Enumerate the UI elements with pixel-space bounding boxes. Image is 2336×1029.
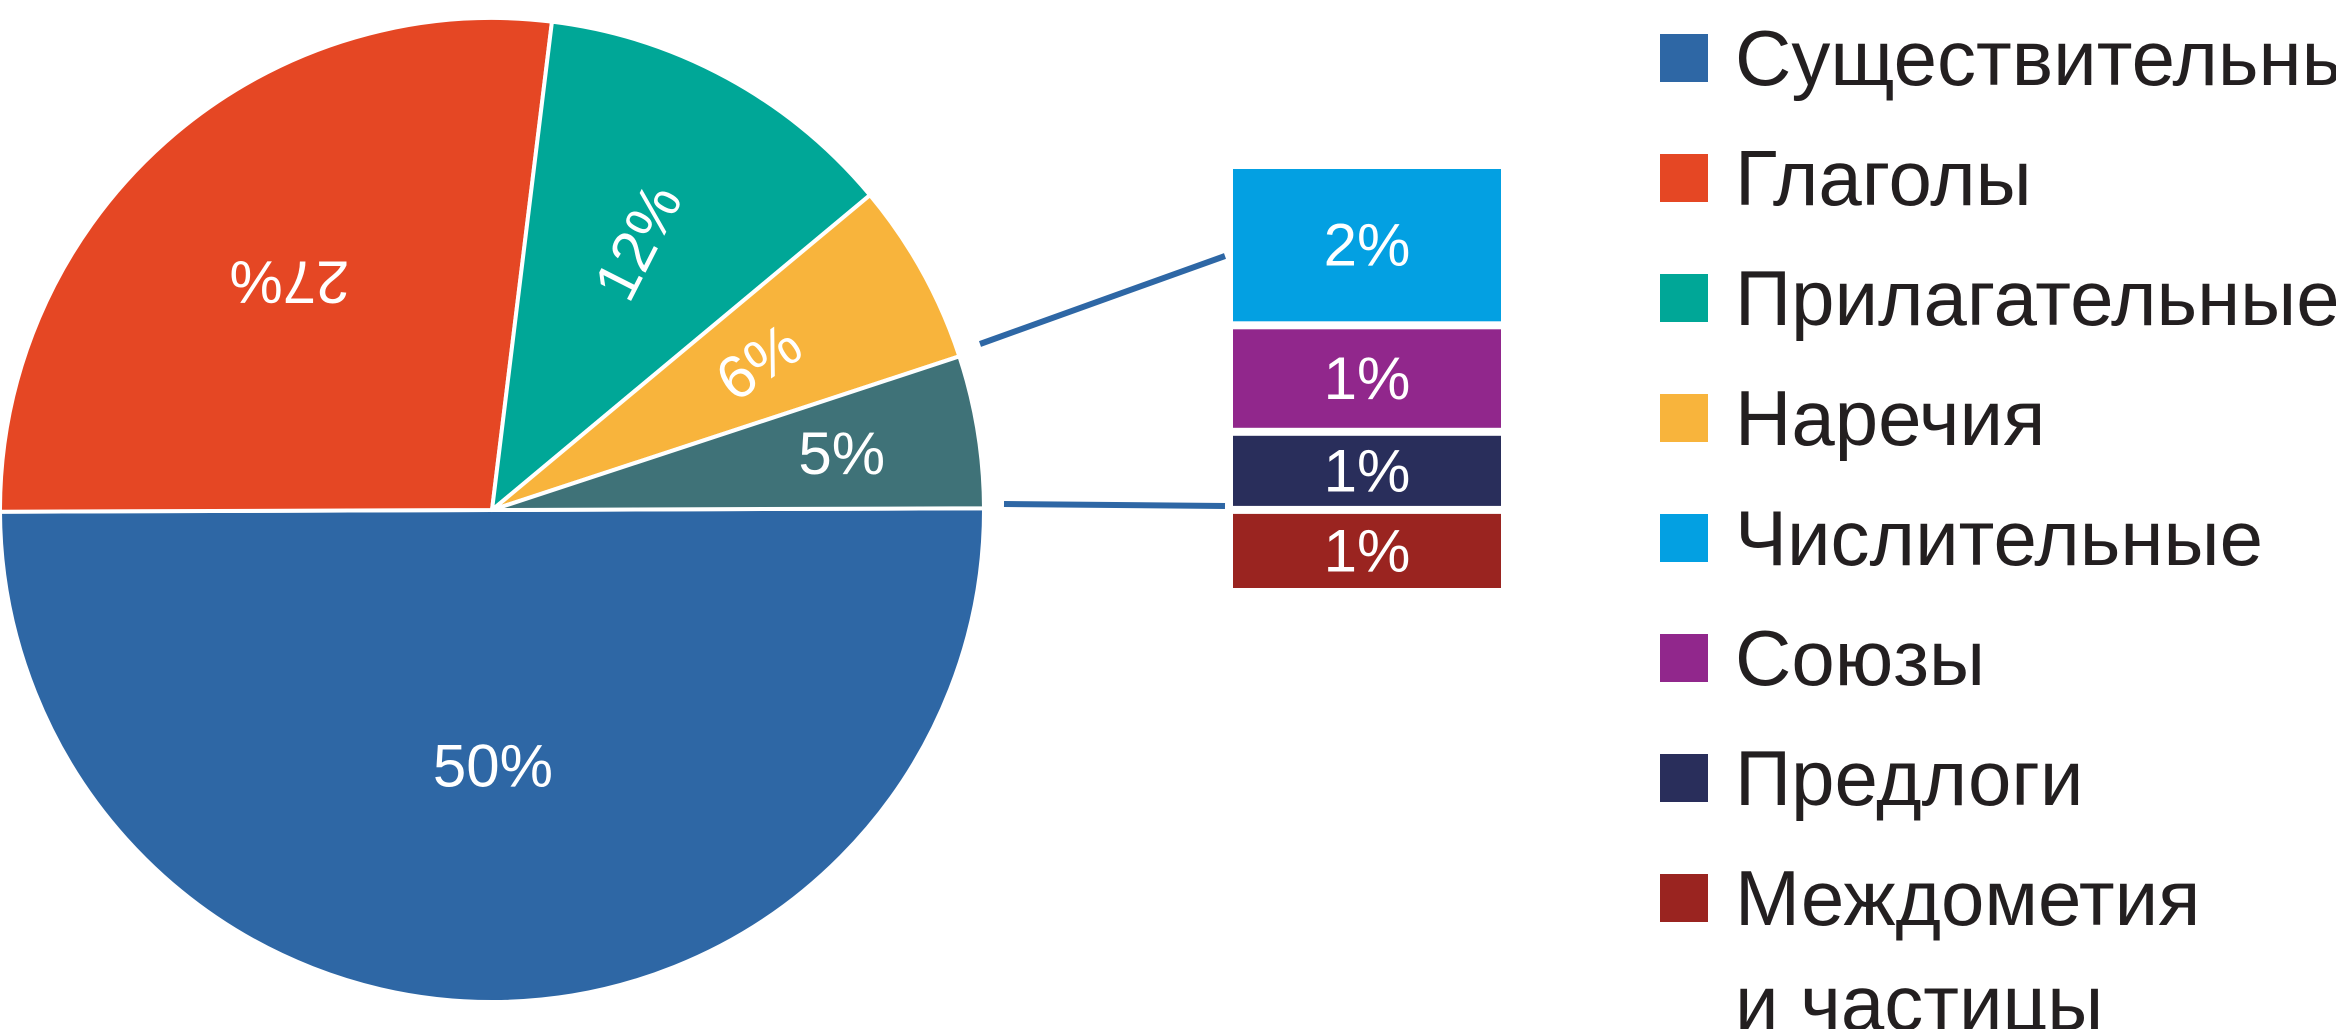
legend-swatch-наречия (1660, 394, 1708, 442)
legend-swatch-предлоги (1660, 754, 1708, 802)
legend-label-предлоги: Предлоги (1735, 734, 2083, 822)
breakout-segment-междометия-и-частицы (1233, 513, 1501, 588)
pie-slice-наречия (490, 193, 962, 512)
connector-top (978, 253, 1227, 347)
legend-label-существительные: Существительные (1735, 14, 2336, 102)
slice-label-существительные: 50% (433, 732, 553, 799)
breakout-segment-числительные (1233, 169, 1501, 322)
pie-slice-прилагательные (490, 19, 872, 512)
legend: Существительные Глаголы Прилагательные Наре… (1660, 14, 2336, 1029)
legend-label-числительные: Числительные (1735, 494, 2263, 582)
breakout-label-предлоги: 1% (1324, 437, 1411, 504)
legend-swatch-числительные (1660, 514, 1708, 562)
legend-label-прилагательные: Прилагательные (1735, 254, 2336, 342)
breakout-segment-предлоги (1233, 435, 1501, 506)
breakout-label-числительные: 2% (1324, 212, 1411, 279)
legend-swatch-прилагательные (1660, 274, 1708, 322)
breakout-segment-союзы (1233, 329, 1501, 428)
slice-label-числительные-и-др: 5% (798, 420, 885, 487)
breakout-bar: 2% 1% 1% 1% (1233, 169, 1501, 588)
breakout-connectors (978, 253, 1227, 509)
legend-label-междометия-и-частицы-line-2: и частицы (1735, 959, 2103, 1029)
legend-swatch-существительные (1660, 34, 1708, 82)
legend-swatch-междометия-и-частицы (1660, 874, 1708, 922)
pie-slice-существительные (0, 506, 987, 1004)
legend-swatch-глаголы (1660, 154, 1708, 202)
legend-label-глаголы: Глаголы (1735, 134, 2032, 222)
pie (0, 16, 987, 1004)
legend-label-наречия: Наречия (1735, 374, 2045, 462)
pie-slice-числительные-и-др (490, 354, 986, 512)
connector-bottom (1003, 501, 1226, 509)
pie-slice-глаголы (0, 16, 554, 514)
legend-swatch-союзы (1660, 634, 1708, 682)
slice-label-глаголы: 27% (229, 248, 349, 315)
breakout-label-союзы: 1% (1324, 345, 1411, 412)
breakout-label-междометия-и-частицы: 1% (1324, 517, 1411, 584)
legend-label-союзы: Союзы (1735, 614, 1985, 702)
legend-label-междометия-и-частицы-line-1: Междометия (1735, 854, 2200, 942)
